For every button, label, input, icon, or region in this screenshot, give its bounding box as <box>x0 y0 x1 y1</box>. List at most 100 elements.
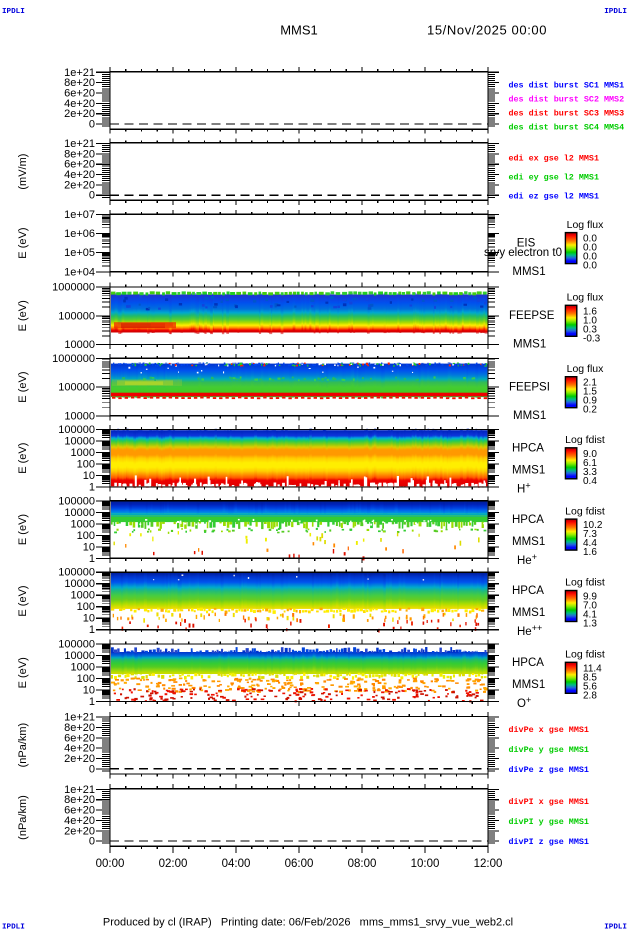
svg-text:1: 1 <box>89 624 95 636</box>
svg-text:HPCA: HPCA <box>512 657 544 669</box>
svg-text:E (eV): E (eV) <box>17 228 29 259</box>
svg-text:1000: 1000 <box>71 447 95 459</box>
svg-text:E (eV): E (eV) <box>17 300 29 331</box>
svg-text:100: 100 <box>77 530 95 542</box>
svg-text:6e+20: 6e+20 <box>64 732 95 744</box>
svg-text:5.6: 5.6 <box>583 681 597 692</box>
svg-text:0.0: 0.0 <box>583 261 597 272</box>
svg-text:E (eV): E (eV) <box>17 585 29 616</box>
svg-text:E (eV): E (eV) <box>17 372 29 403</box>
svg-text:1000: 1000 <box>71 662 95 674</box>
svg-text:Log fdist: Log fdist <box>565 577 605 589</box>
svg-text:0.4: 0.4 <box>583 476 597 487</box>
svg-text:1: 1 <box>89 553 95 565</box>
svg-text:HPCA: HPCA <box>512 514 544 526</box>
svg-text:100000: 100000 <box>58 382 95 394</box>
svg-text:8.5: 8.5 <box>583 672 597 683</box>
svg-text:IPDLI: IPDLI <box>604 924 627 932</box>
svg-text:divPe x gse MMS1: divPe x gse MMS1 <box>509 725 589 735</box>
svg-text:EIS: EIS <box>517 237 536 249</box>
svg-text:1e+21: 1e+21 <box>64 67 95 79</box>
svg-text:0: 0 <box>89 763 95 775</box>
svg-text:divPI x gse MMS1: divPI x gse MMS1 <box>509 797 589 807</box>
svg-text:0.2: 0.2 <box>583 405 597 416</box>
svg-text:FEEPSE: FEEPSE <box>509 310 555 322</box>
svg-text:100000: 100000 <box>58 639 95 651</box>
svg-text:(mV/m): (mV/m) <box>17 154 29 190</box>
svg-text:1.5: 1.5 <box>583 387 597 398</box>
svg-text:1e+05: 1e+05 <box>64 247 95 259</box>
svg-text:1e+04: 1e+04 <box>64 266 95 278</box>
svg-text:Log fdist: Log fdist <box>565 505 605 517</box>
svg-text:00:00: 00:00 <box>96 858 125 870</box>
svg-text:100: 100 <box>77 459 95 471</box>
svg-text:100000: 100000 <box>58 310 95 322</box>
svg-text:IPDLI: IPDLI <box>2 8 25 16</box>
svg-text:10: 10 <box>83 470 95 482</box>
svg-text:MMS1: MMS1 <box>280 23 318 38</box>
svg-text:10000: 10000 <box>64 410 95 422</box>
svg-text:0.0: 0.0 <box>583 252 597 263</box>
svg-text:0.3: 0.3 <box>583 324 597 335</box>
svg-text:0.9: 0.9 <box>583 396 597 407</box>
svg-text:06:00: 06:00 <box>285 858 314 870</box>
svg-text:8e+20: 8e+20 <box>64 722 95 734</box>
svg-text:H+: H+ <box>517 481 531 496</box>
svg-text:2.1: 2.1 <box>583 378 597 389</box>
svg-text:100: 100 <box>77 601 95 613</box>
svg-text:7.3: 7.3 <box>583 529 597 540</box>
svg-text:10000: 10000 <box>64 650 95 662</box>
svg-text:divPe y gse MMS1: divPe y gse MMS1 <box>509 745 589 755</box>
svg-text:des dist burst SC2 MMS2: des dist burst SC2 MMS2 <box>509 94 625 104</box>
svg-text:1e+21: 1e+21 <box>64 712 95 724</box>
svg-text:02:00: 02:00 <box>159 858 188 870</box>
svg-text:8e+20: 8e+20 <box>64 77 95 89</box>
svg-text:Log fdist: Log fdist <box>565 649 605 661</box>
svg-text:4e+20: 4e+20 <box>64 98 95 110</box>
svg-text:9.0: 9.0 <box>583 449 597 460</box>
svg-text:2e+20: 2e+20 <box>64 108 95 120</box>
svg-text:0: 0 <box>89 119 95 131</box>
svg-text:Log flux: Log flux <box>567 219 605 231</box>
svg-text:10.2: 10.2 <box>583 520 603 531</box>
svg-text:10: 10 <box>83 685 95 697</box>
svg-text:Log flux: Log flux <box>567 363 605 375</box>
svg-text:1000: 1000 <box>71 590 95 602</box>
svg-text:1.6: 1.6 <box>583 547 597 558</box>
svg-text:2e+20: 2e+20 <box>64 179 95 191</box>
svg-text:(nPa/km): (nPa/km) <box>17 723 29 768</box>
svg-text:1: 1 <box>89 482 95 494</box>
svg-text:7.0: 7.0 <box>583 601 597 612</box>
svg-text:MMS1: MMS1 <box>513 339 546 351</box>
svg-text:divPe z gse MMS1: divPe z gse MMS1 <box>509 765 589 775</box>
svg-text:6e+20: 6e+20 <box>64 159 95 171</box>
svg-text:Log flux: Log flux <box>567 292 605 304</box>
svg-text:04:00: 04:00 <box>222 858 251 870</box>
svg-text:0.0: 0.0 <box>583 243 597 254</box>
svg-text:-0.3: -0.3 <box>583 333 601 344</box>
svg-text:MMS1: MMS1 <box>512 266 545 278</box>
svg-text:He+: He+ <box>517 552 537 567</box>
svg-text:8e+20: 8e+20 <box>64 148 95 160</box>
svg-text:srvy electron t0: srvy electron t0 <box>484 247 562 259</box>
svg-text:100: 100 <box>77 673 95 685</box>
svg-text:E (eV): E (eV) <box>17 657 29 688</box>
svg-text:2.8: 2.8 <box>583 690 597 701</box>
svg-text:6.1: 6.1 <box>583 458 597 469</box>
svg-text:E (eV): E (eV) <box>17 443 29 474</box>
svg-text:1: 1 <box>89 696 95 708</box>
svg-text:edi ex gse l2 MMS1: edi ex gse l2 MMS1 <box>509 153 599 163</box>
svg-text:MMS1: MMS1 <box>512 465 545 477</box>
svg-text:4.4: 4.4 <box>583 538 597 549</box>
svg-text:1.3: 1.3 <box>583 619 597 630</box>
svg-text:10000: 10000 <box>64 578 95 590</box>
svg-text:10000: 10000 <box>64 436 95 448</box>
svg-text:10000: 10000 <box>64 339 95 351</box>
svg-text:0: 0 <box>89 836 95 848</box>
svg-text:10: 10 <box>83 541 95 553</box>
svg-text:des dist burst SC1 MMS1: des dist burst SC1 MMS1 <box>509 80 625 90</box>
svg-text:15/Nov/2025 00:00: 15/Nov/2025 00:00 <box>427 23 547 38</box>
svg-text:IPDLI: IPDLI <box>2 924 25 932</box>
svg-text:4.1: 4.1 <box>583 610 597 621</box>
svg-text:1e+21: 1e+21 <box>64 138 95 150</box>
